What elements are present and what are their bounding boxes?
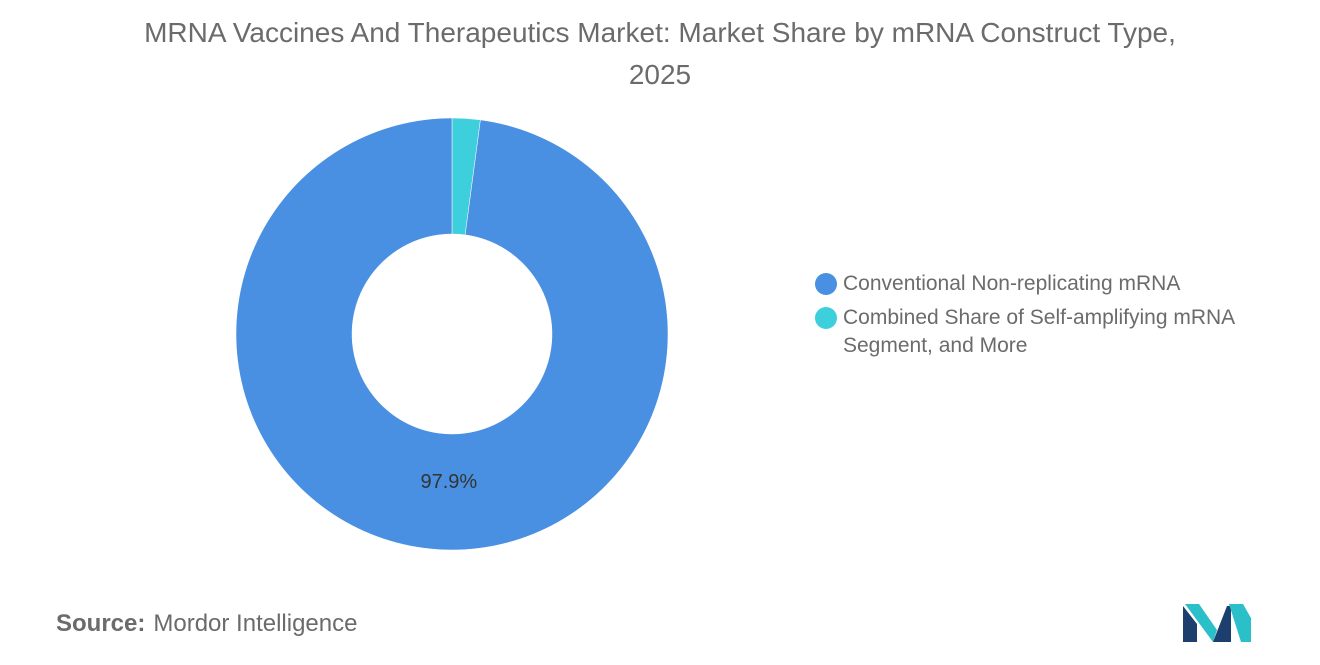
legend-item-conventional: Conventional Non-replicating mRNA bbox=[815, 270, 1285, 298]
data-label-0: 97.9% bbox=[420, 471, 477, 493]
source-value: Mordor Intelligence bbox=[153, 610, 358, 637]
donut-slice-0 bbox=[235, 117, 669, 551]
legend-marker-icon bbox=[815, 307, 837, 329]
source-label: Source: bbox=[56, 610, 146, 637]
mordor-intelligence-logo-icon bbox=[1183, 604, 1251, 642]
donut-data-labels: 97.9% bbox=[420, 471, 477, 493]
legend-label: Conventional Non-replicating mRNA bbox=[843, 272, 1181, 295]
legend-item-self-amplifying: Combined Share of Self-amplifying mRNA S… bbox=[815, 304, 1285, 360]
legend-marker-icon bbox=[815, 273, 837, 295]
chart-legend: Conventional Non-replicating mRNA Combin… bbox=[815, 270, 1285, 366]
source-note: Source: Mordor Intelligence bbox=[56, 610, 357, 638]
legend-label: Combined Share of Self-amplifying mRNA S… bbox=[843, 306, 1235, 357]
chart-title: MRNA Vaccines And Therapeutics Market: M… bbox=[144, 17, 1176, 90]
donut-slices bbox=[235, 117, 669, 551]
